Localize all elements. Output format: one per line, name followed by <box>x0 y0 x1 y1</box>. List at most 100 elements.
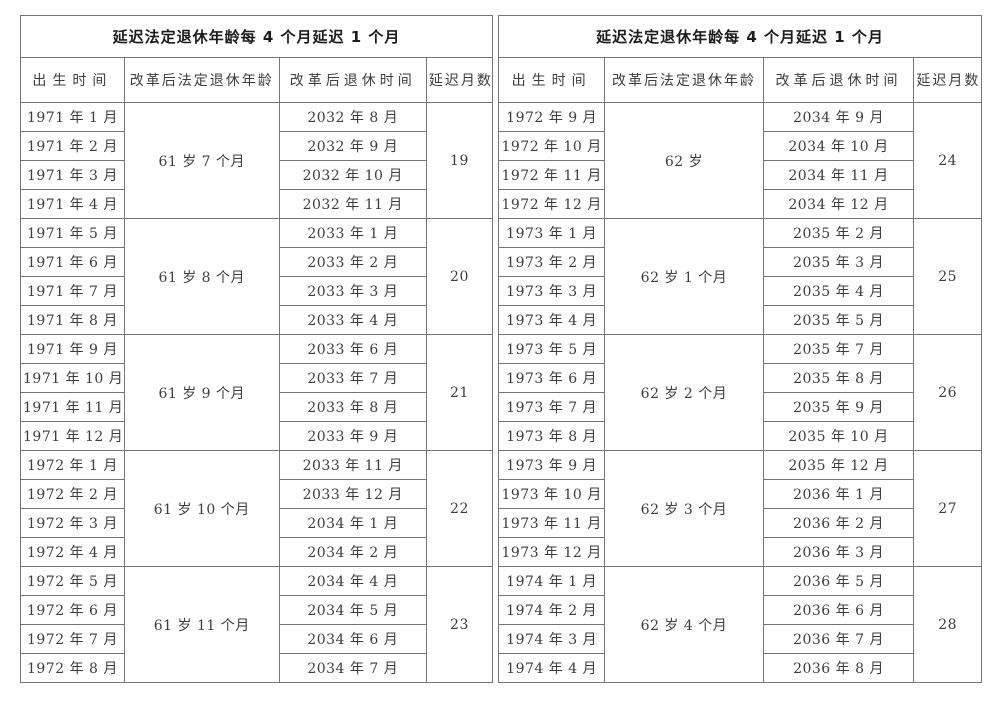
birth-month-cell: 1973 年 3 月 <box>497 276 606 306</box>
birth-month-cell: 1974 年 1 月 <box>497 566 606 596</box>
birth-month-cell: 1971 年 7 月 <box>20 276 125 306</box>
delay-months-cell: 23 <box>425 566 494 683</box>
retirement-delay-table-left: 延迟法定退休年龄每 4 个月延迟 1 个月 出生时间 改革后法定退休年龄 改革后退休时… <box>20 15 494 683</box>
birth-month-cell: 1971 年 8 月 <box>20 305 125 335</box>
birth-month-cell: 1972 年 1 月 <box>20 450 125 480</box>
retire-month-cell: 2036 年 5 月 <box>762 566 915 596</box>
table-row: 1974 年 1 月 62 岁 4 个月 2036 年 5 月 28 <box>497 566 982 683</box>
table-row: 1972 年 7 月 2034 年 6 月 <box>20 624 493 654</box>
birth-month-cell: 1972 年 9 月 <box>497 102 606 132</box>
retire-month-cell: 2034 年 6 月 <box>278 624 427 654</box>
table-row: 1971 年 2 月 2032 年 9 月 <box>20 131 493 161</box>
table-row: 1972 年 2 月 2033 年 12 月 <box>20 479 493 509</box>
table-title: 延迟法定退休年龄每 4 个月延迟 1 个月 <box>498 15 982 58</box>
table-row: 1973 年 8 月 2035 年 10 月 <box>497 421 982 451</box>
retirement-age-cell: 62 岁 2 个月 <box>604 334 764 451</box>
birth-month-cell: 1971 年 6 月 <box>20 247 125 277</box>
birth-month-cell: 1973 年 5 月 <box>497 334 606 364</box>
retire-month-cell: 2032 年 10 月 <box>278 160 427 190</box>
birth-month-cell: 1973 年 12 月 <box>497 537 606 567</box>
retire-month-cell: 2033 年 9 月 <box>278 421 427 451</box>
retirement-age-cell: 62 岁 <box>604 102 764 219</box>
delay-months-cell: 22 <box>425 450 494 567</box>
retire-month-cell: 2035 年 3 月 <box>762 247 915 277</box>
birth-month-cell: 1972 年 12 月 <box>497 189 606 219</box>
retirement-age-cell: 61 岁 10 个月 <box>123 450 280 567</box>
retire-month-cell: 2033 年 3 月 <box>278 276 427 306</box>
column-header-3: 改革后退休时间 <box>278 57 427 103</box>
retire-month-cell: 2033 年 12 月 <box>278 479 427 509</box>
table-row: 1971 年 5 月 61 岁 8 个月 2033 年 1 月 20 <box>20 218 494 335</box>
birth-month-cell: 1971 年 9 月 <box>20 334 125 364</box>
column-header-1: 出生时间 <box>497 57 606 103</box>
retire-month-cell: 2035 年 8 月 <box>762 363 915 393</box>
birth-month-cell: 1971 年 1 月 <box>20 102 125 132</box>
birth-month-cell: 1973 年 11 月 <box>497 508 606 538</box>
retire-month-cell: 2033 年 11 月 <box>278 450 427 480</box>
column-header-3: 改革后退休时间 <box>762 57 915 103</box>
tables-container: 延迟法定退休年龄每 4 个月延迟 1 个月 出生时间 改革后法定退休年龄 改革后退休时… <box>20 15 982 683</box>
retire-month-cell: 2034 年 11 月 <box>762 160 915 190</box>
column-header-4: 延迟月数 <box>913 57 982 103</box>
retirement-delay-table-right: 延迟法定退休年龄每 4 个月延迟 1 个月 出生时间 改革后法定退休年龄 改革后退休时… <box>497 15 982 683</box>
birth-month-cell: 1971 年 12 月 <box>20 421 125 451</box>
retire-month-cell: 2033 年 6 月 <box>278 334 427 364</box>
birth-month-cell: 1973 年 7 月 <box>497 392 606 422</box>
birth-month-cell: 1971 年 10 月 <box>20 363 125 393</box>
delay-months-cell: 20 <box>425 218 494 335</box>
retire-month-cell: 2034 年 5 月 <box>278 595 427 625</box>
delay-months-cell: 27 <box>913 450 982 567</box>
retire-month-cell: 2036 年 6 月 <box>762 595 915 625</box>
retire-month-cell: 2033 年 4 月 <box>278 305 427 335</box>
table-row: 1971 年 7 月 2033 年 3 月 <box>20 276 493 306</box>
table-row: 1972 年 4 月 2034 年 2 月 <box>20 537 493 567</box>
birth-month-cell: 1972 年 7 月 <box>20 624 125 654</box>
retire-month-cell: 2036 年 2 月 <box>762 508 915 538</box>
table-row: 1974 年 2 月 2036 年 6 月 <box>497 595 982 625</box>
retire-month-cell: 2033 年 2 月 <box>278 247 427 277</box>
delay-months-cell: 24 <box>913 102 982 219</box>
table-row: 1971 年 6 月 2033 年 2 月 <box>20 247 493 277</box>
delay-months-cell: 21 <box>425 334 494 451</box>
table-row: 1973 年 7 月 2035 年 9 月 <box>497 392 982 422</box>
table-row: 1971 年 9 月 61 岁 9 个月 2033 年 6 月 21 <box>20 334 494 451</box>
birth-month-cell: 1974 年 3 月 <box>497 624 606 654</box>
retire-month-cell: 2033 年 7 月 <box>278 363 427 393</box>
retire-month-cell: 2034 年 9 月 <box>762 102 915 132</box>
retire-month-cell: 2036 年 8 月 <box>762 653 915 683</box>
column-header-2: 改革后法定退休年龄 <box>123 57 280 103</box>
table-row: 1972 年 8 月 2034 年 7 月 <box>20 653 493 683</box>
retire-month-cell: 2032 年 8 月 <box>278 102 427 132</box>
retire-month-cell: 2035 年 7 月 <box>762 334 915 364</box>
retire-month-cell: 2035 年 10 月 <box>762 421 915 451</box>
retire-month-cell: 2033 年 1 月 <box>278 218 427 248</box>
table-row: 1972 年 6 月 2034 年 5 月 <box>20 595 493 625</box>
table-row: 1972 年 9 月 62 岁 2034 年 9 月 24 <box>497 102 982 219</box>
birth-month-cell: 1972 年 10 月 <box>497 131 606 161</box>
birth-month-cell: 1973 年 1 月 <box>497 218 606 248</box>
retirement-age-cell: 61 岁 11 个月 <box>123 566 280 683</box>
retire-month-cell: 2032 年 9 月 <box>278 131 427 161</box>
column-header-4: 延迟月数 <box>425 57 494 103</box>
birth-month-cell: 1972 年 3 月 <box>20 508 125 538</box>
retire-month-cell: 2034 年 10 月 <box>762 131 915 161</box>
delay-months-cell: 28 <box>913 566 982 683</box>
table-row: 1972 年 10 月 2034 年 10 月 <box>497 131 982 161</box>
retire-month-cell: 2034 年 2 月 <box>278 537 427 567</box>
delay-months-cell: 26 <box>913 334 982 451</box>
delay-months-cell: 19 <box>425 102 494 219</box>
delay-months-cell: 25 <box>913 218 982 335</box>
table-row: 1973 年 1 月 62 岁 1 个月 2035 年 2 月 25 <box>497 218 982 335</box>
birth-month-cell: 1972 年 8 月 <box>20 653 125 683</box>
birth-month-cell: 1972 年 5 月 <box>20 566 125 596</box>
retire-month-cell: 2034 年 4 月 <box>278 566 427 596</box>
birth-month-cell: 1974 年 2 月 <box>497 595 606 625</box>
retirement-age-cell: 61 岁 9 个月 <box>123 334 280 451</box>
birth-month-cell: 1973 年 2 月 <box>497 247 606 277</box>
table-row: 1972 年 11 月 2034 年 11 月 <box>497 160 982 190</box>
birth-month-cell: 1974 年 4 月 <box>497 653 606 683</box>
table-row: 1971 年 8 月 2033 年 4 月 <box>20 305 493 335</box>
retire-month-cell: 2034 年 7 月 <box>278 653 427 683</box>
birth-month-cell: 1971 年 4 月 <box>20 189 125 219</box>
